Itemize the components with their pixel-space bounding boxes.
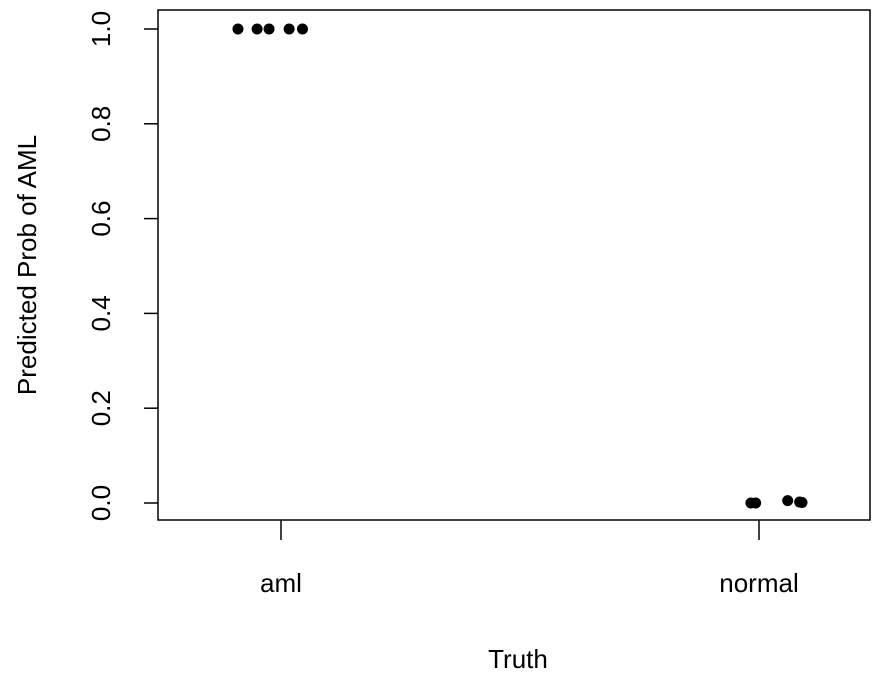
y-tick-label: 0.6 [86,201,116,237]
data-point [782,495,794,507]
y-tick-label: 0.8 [86,106,116,142]
data-point [251,23,263,35]
data-point [750,497,762,509]
data-points [232,23,808,509]
x-axis-label: Truth [488,644,548,673]
x-tick-label: normal [719,568,798,598]
y-tick-label: 0.2 [86,390,116,426]
y-axis-label: Predicted Prob of AML [12,135,42,395]
y-tick-label: 0.4 [86,295,116,331]
y-tick-label: 1.0 [86,11,116,47]
x-axis: aml normal [260,520,799,598]
x-tick-label: aml [260,568,302,598]
plot-frame [157,9,871,521]
data-point [283,23,295,35]
y-axis: 0.0 0.2 0.4 0.6 0.8 1.0 [86,11,158,521]
data-point [232,23,244,35]
data-point [297,23,309,35]
data-point [796,497,808,509]
data-point [263,23,275,35]
y-tick-label: 0.0 [86,485,116,521]
